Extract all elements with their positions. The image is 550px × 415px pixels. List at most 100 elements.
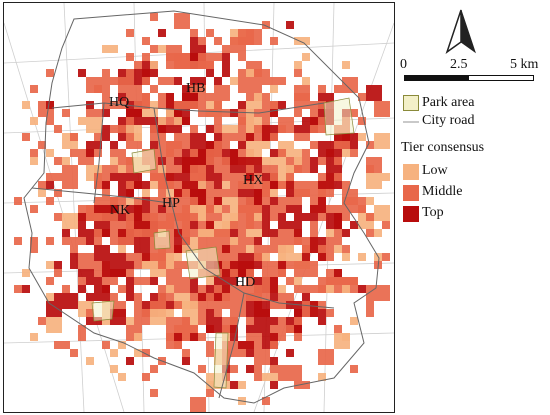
tier-cell (142, 237, 150, 245)
tier-cell (94, 85, 102, 93)
map-frame[interactable]: HQ HB HX NK HP HD (3, 2, 395, 413)
tier-cell (222, 125, 230, 133)
tier-cell (302, 165, 310, 173)
tier-cell (134, 301, 142, 309)
tier-cell (294, 261, 310, 277)
tier-cell (110, 277, 118, 285)
tier-cell (126, 213, 134, 221)
tier-cell (30, 85, 38, 93)
tier-cell (310, 213, 318, 221)
tier-cell (246, 341, 254, 349)
tier-cell (214, 125, 222, 133)
tier-cell (294, 133, 302, 141)
tier-cell (150, 309, 166, 325)
tier-cell (302, 253, 310, 261)
tier-cell (238, 341, 246, 349)
tier-cell (262, 325, 270, 333)
tier-cell (342, 181, 350, 189)
tier-cell (342, 197, 350, 205)
tier-cell (102, 125, 110, 133)
tier-cell (278, 221, 286, 229)
tier-cell (70, 245, 78, 253)
tier-cell (126, 237, 134, 245)
district-boundaries (23, 10, 380, 404)
tier-cell (86, 253, 94, 261)
tier-cell (134, 245, 142, 253)
tier-cell (46, 173, 54, 181)
tier-cell (118, 373, 126, 381)
tier-cell (166, 149, 174, 157)
tier-cell (110, 293, 118, 301)
tier-cell (286, 221, 294, 229)
tier-cell (326, 205, 334, 213)
tier-cell (126, 29, 134, 37)
legend-tier-title: Tier consensus (401, 140, 485, 155)
tier-cell (294, 221, 302, 229)
tier-cell (134, 333, 142, 341)
tier-cell (342, 245, 350, 253)
tier-cell (110, 77, 118, 85)
tier-cell (86, 149, 94, 157)
tier-cell (262, 141, 270, 149)
tier-cell (38, 181, 46, 189)
district-label-hb: HB (186, 81, 206, 96)
tier-cell (142, 277, 150, 285)
tier-cell (166, 181, 174, 189)
tier-cell (262, 205, 270, 213)
tier-cell (166, 189, 174, 197)
map-canvas[interactable] (4, 3, 394, 412)
tier-cell (46, 101, 54, 109)
tier-cell (246, 133, 254, 141)
tier-cell (270, 165, 278, 173)
tier-cell (358, 285, 366, 293)
tier-cell (142, 37, 150, 45)
tier-cell (166, 253, 174, 261)
tier-cell (366, 293, 374, 301)
tier-cell (310, 165, 318, 173)
tier-cell (222, 205, 230, 213)
tier-cell (182, 221, 190, 229)
tier-cell (254, 173, 262, 181)
legend-park-label: Park area (422, 95, 475, 110)
tier-cell (110, 157, 118, 165)
tier-cell (62, 213, 78, 229)
tier-cell (262, 117, 270, 125)
tier-cell (214, 85, 222, 93)
tier-low-swatch (403, 164, 419, 180)
tier-cell (262, 93, 270, 101)
tier-cell (174, 133, 182, 141)
tier-cell (126, 317, 134, 325)
tier-cell (230, 125, 238, 133)
tier-cell (150, 101, 158, 109)
tier-cell (214, 133, 222, 141)
tier-cell (310, 117, 318, 125)
tier-cell (206, 125, 214, 133)
tier-cell (294, 149, 302, 157)
tier-cell (310, 229, 318, 237)
tier-cell (142, 197, 150, 205)
tier-cell (310, 309, 318, 317)
tier-cell (190, 125, 198, 133)
city-road-swatch (403, 121, 419, 123)
tier-cell (190, 77, 198, 85)
tier-cell (214, 253, 222, 261)
tier-cell (270, 317, 278, 325)
tier-cell (254, 69, 270, 85)
tier-cell (270, 301, 278, 309)
tier-cell (118, 285, 126, 293)
tier-cell (278, 317, 286, 325)
tier-cell (270, 85, 278, 93)
tier-cell (286, 245, 294, 253)
tier-cell (150, 213, 158, 221)
tier-cell (278, 253, 286, 261)
tier-cell (174, 269, 182, 277)
tier-cell (38, 189, 46, 197)
tier-cell (190, 93, 198, 101)
tier-cell (174, 285, 182, 293)
tier-cell (126, 277, 134, 285)
tier-cell (150, 221, 158, 229)
tier-cell (94, 141, 102, 149)
tier-cell (78, 269, 86, 277)
tier-cell (118, 149, 126, 157)
tier-cell (102, 133, 110, 141)
